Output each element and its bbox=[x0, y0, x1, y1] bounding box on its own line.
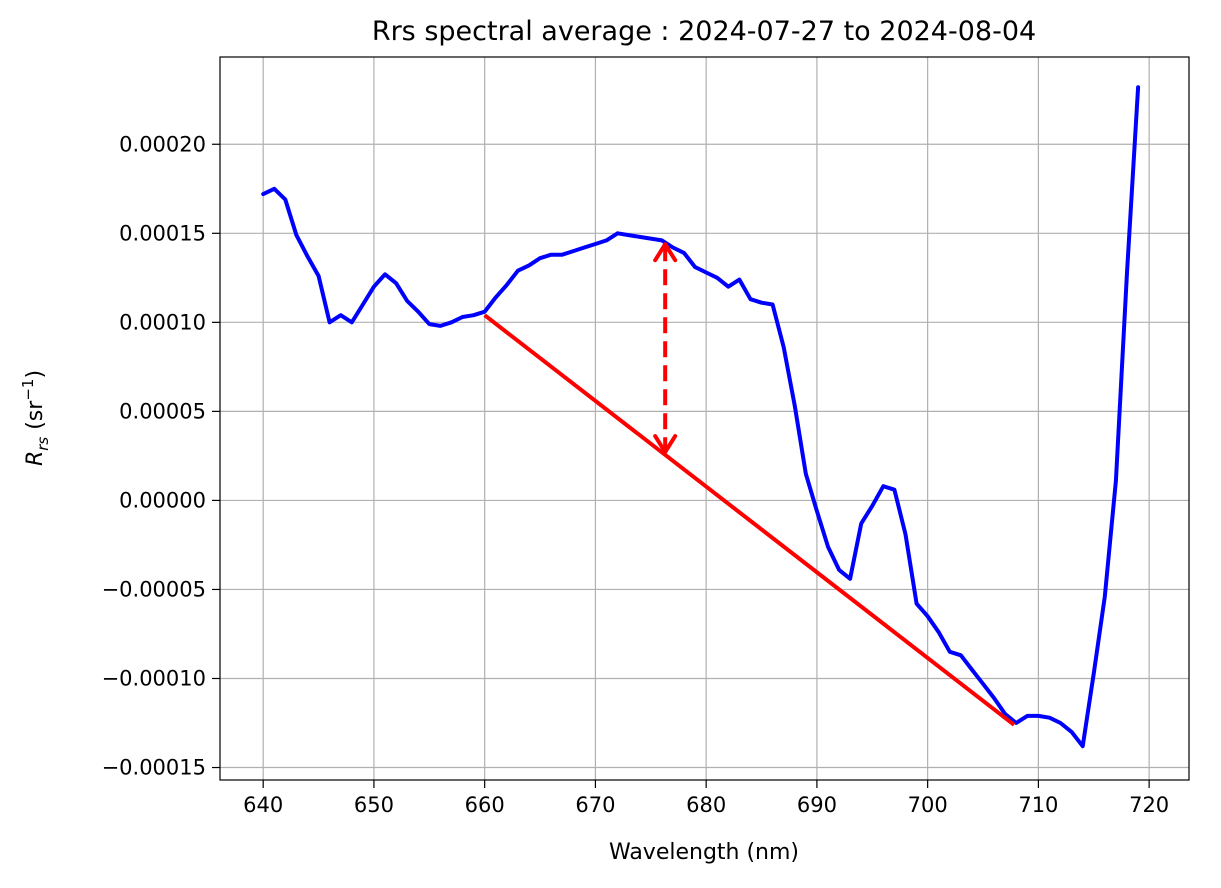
y-tick-label: 0.00005 bbox=[119, 399, 206, 423]
y-axis-label-main: R bbox=[23, 451, 48, 466]
chart-title: Rrs spectral average : 2024-07-27 to 202… bbox=[372, 16, 1036, 47]
x-ticks: 640 650 660 670 680 690 700 710 720 bbox=[243, 780, 1169, 817]
y-tick-label: −0.00005 bbox=[102, 577, 206, 601]
y-ticks: 0.00020 0.00015 0.00010 0.00005 0.00000 −0.00… bbox=[102, 132, 220, 780]
x-tick-label: 690 bbox=[797, 793, 837, 817]
y-axis-label-unit-exp: −1 bbox=[19, 379, 37, 401]
y-tick-label: 0.00020 bbox=[119, 132, 206, 156]
x-tick-label: 710 bbox=[1018, 793, 1058, 817]
x-axis-label: Wavelength (nm) bbox=[609, 840, 799, 865]
y-tick-label: −0.00010 bbox=[102, 666, 206, 690]
y-tick-label: 0.00010 bbox=[119, 310, 206, 334]
series-line bbox=[261, 85, 1141, 749]
plot-frame bbox=[219, 56, 1190, 781]
x-tick-label: 720 bbox=[1129, 793, 1169, 817]
y-axis-label-unit-close: ) bbox=[23, 370, 48, 379]
y-axis-label-sub: rs bbox=[34, 437, 52, 451]
y-axis-label-unit-open: (sr bbox=[23, 400, 48, 437]
y-axis-label: Rrs (sr−1) bbox=[19, 370, 52, 466]
grid bbox=[220, 57, 1189, 780]
x-tick-label: 650 bbox=[354, 793, 394, 817]
y-tick-label: −0.00015 bbox=[102, 756, 206, 780]
baseline-line bbox=[483, 313, 1016, 727]
annotations bbox=[483, 242, 1016, 727]
x-tick-label: 680 bbox=[686, 793, 726, 817]
y-tick-label: 0.00000 bbox=[119, 488, 206, 512]
y-tick-label: 0.00015 bbox=[119, 221, 206, 245]
x-tick-label: 700 bbox=[908, 793, 948, 817]
arrow-head-top bbox=[653, 242, 678, 263]
x-tick-label: 670 bbox=[575, 793, 615, 817]
x-tick-label: 660 bbox=[465, 793, 505, 817]
series bbox=[261, 85, 1141, 749]
arrow-head-bottom bbox=[653, 434, 678, 455]
x-tick-label: 640 bbox=[243, 793, 283, 817]
